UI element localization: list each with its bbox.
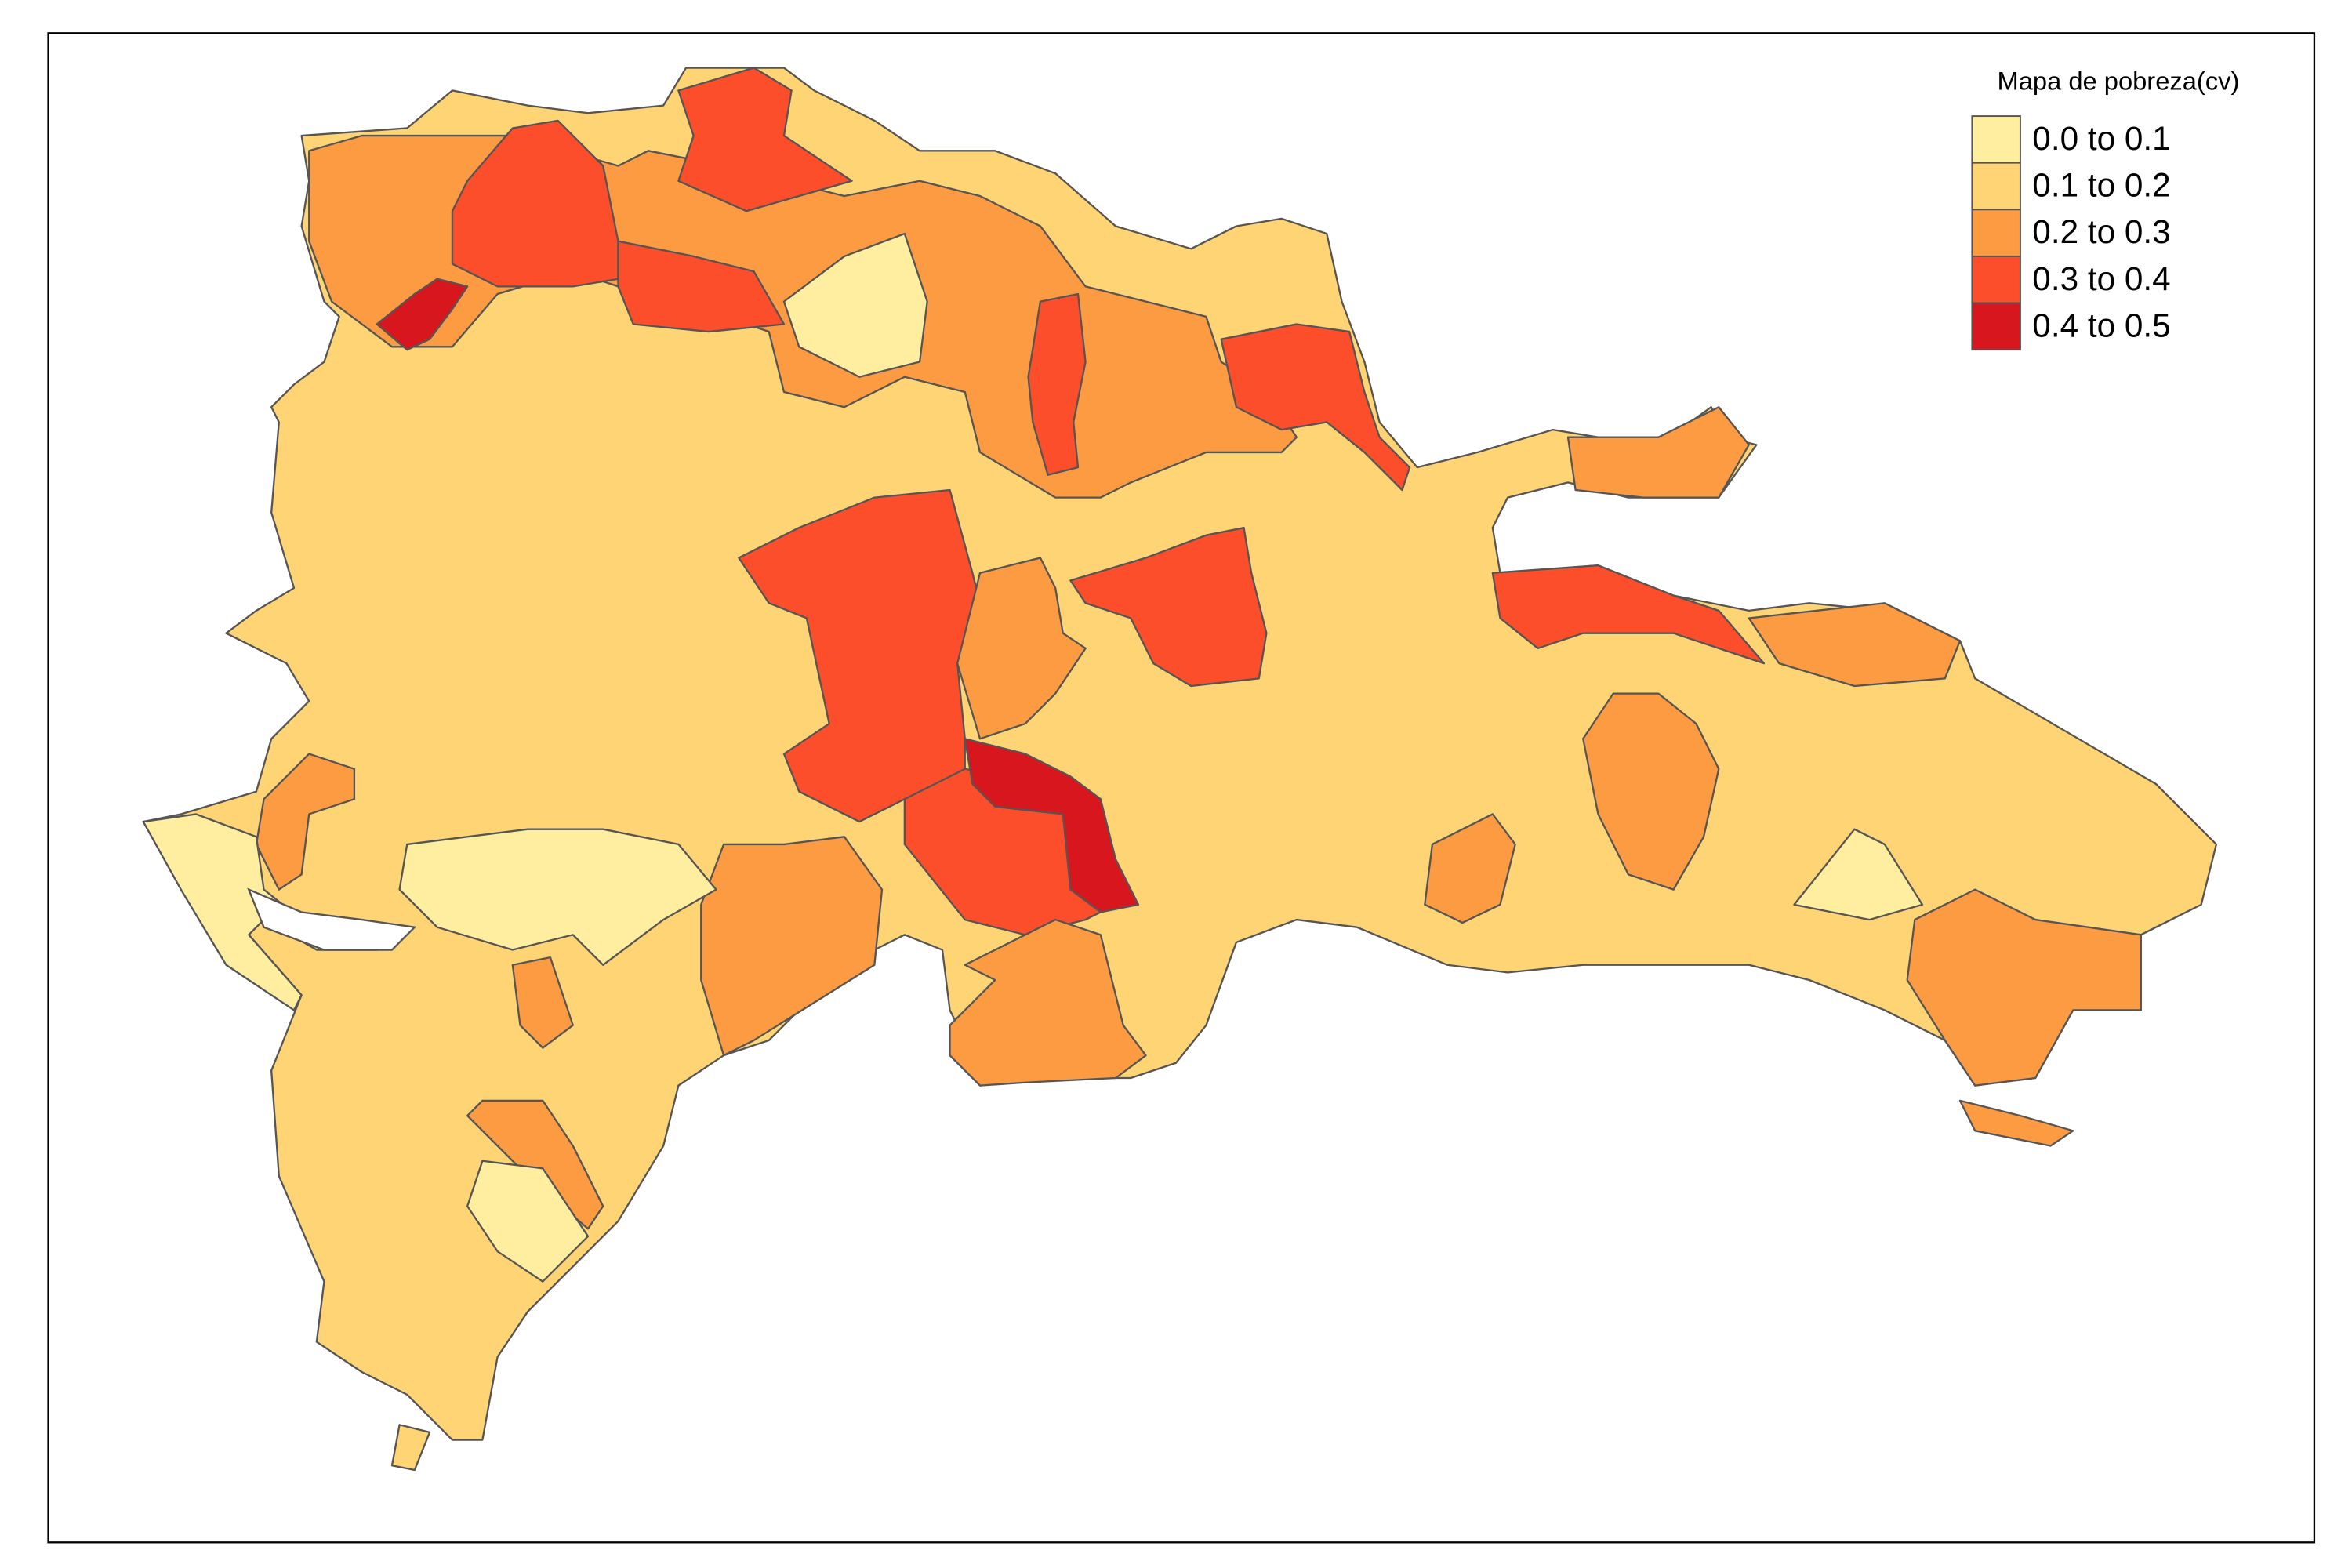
region <box>466 1160 590 1283</box>
region <box>1793 828 1924 921</box>
region <box>677 67 853 212</box>
legend-label: 0.2 to 0.3 <box>2032 213 2170 250</box>
region <box>700 836 884 1057</box>
region <box>782 232 928 378</box>
region <box>255 753 356 891</box>
region <box>1027 292 1087 476</box>
legend-swatch <box>1971 302 2021 351</box>
island-part <box>1958 1099 2074 1147</box>
legend-swatch <box>1971 162 2021 211</box>
legend-label: 0.1 to 0.2 <box>2032 167 2170 204</box>
region <box>1906 888 2142 1087</box>
regions <box>142 67 2218 1472</box>
legend: Mapa de pobreza(cv) 0.0 to 0.1 0.1 to 0.2… <box>1971 66 2239 351</box>
region <box>949 918 1147 1087</box>
frame <box>47 32 2316 1544</box>
region <box>956 557 1087 740</box>
legend-title: Mapa de pobreza(cv) <box>1997 66 2239 95</box>
legend-swatch <box>1971 209 2021 257</box>
region <box>398 828 717 966</box>
region <box>1220 323 1411 492</box>
region <box>511 956 574 1049</box>
legend-swatch <box>1971 115 2021 164</box>
region <box>1748 602 1962 688</box>
region <box>1566 406 1750 499</box>
region <box>1069 526 1268 688</box>
region <box>617 240 786 333</box>
region <box>376 278 469 351</box>
island-part <box>390 1424 431 1472</box>
region <box>1582 692 1720 891</box>
legend-label: 0.3 to 0.4 <box>2032 260 2170 297</box>
region <box>964 738 1140 913</box>
legend-items: 0.0 to 0.1 0.1 to 0.2 0.2 to 0.3 0.3 to 0.4… <box>1971 115 2171 351</box>
lake <box>247 887 417 951</box>
region <box>466 1099 604 1230</box>
legend-label: 0.0 to 0.1 <box>2032 120 2170 157</box>
region <box>1424 813 1516 924</box>
region <box>1491 564 1766 665</box>
legend-swatch <box>1971 255 2021 304</box>
legend-label: 0.4 to 0.5 <box>2032 307 2170 343</box>
